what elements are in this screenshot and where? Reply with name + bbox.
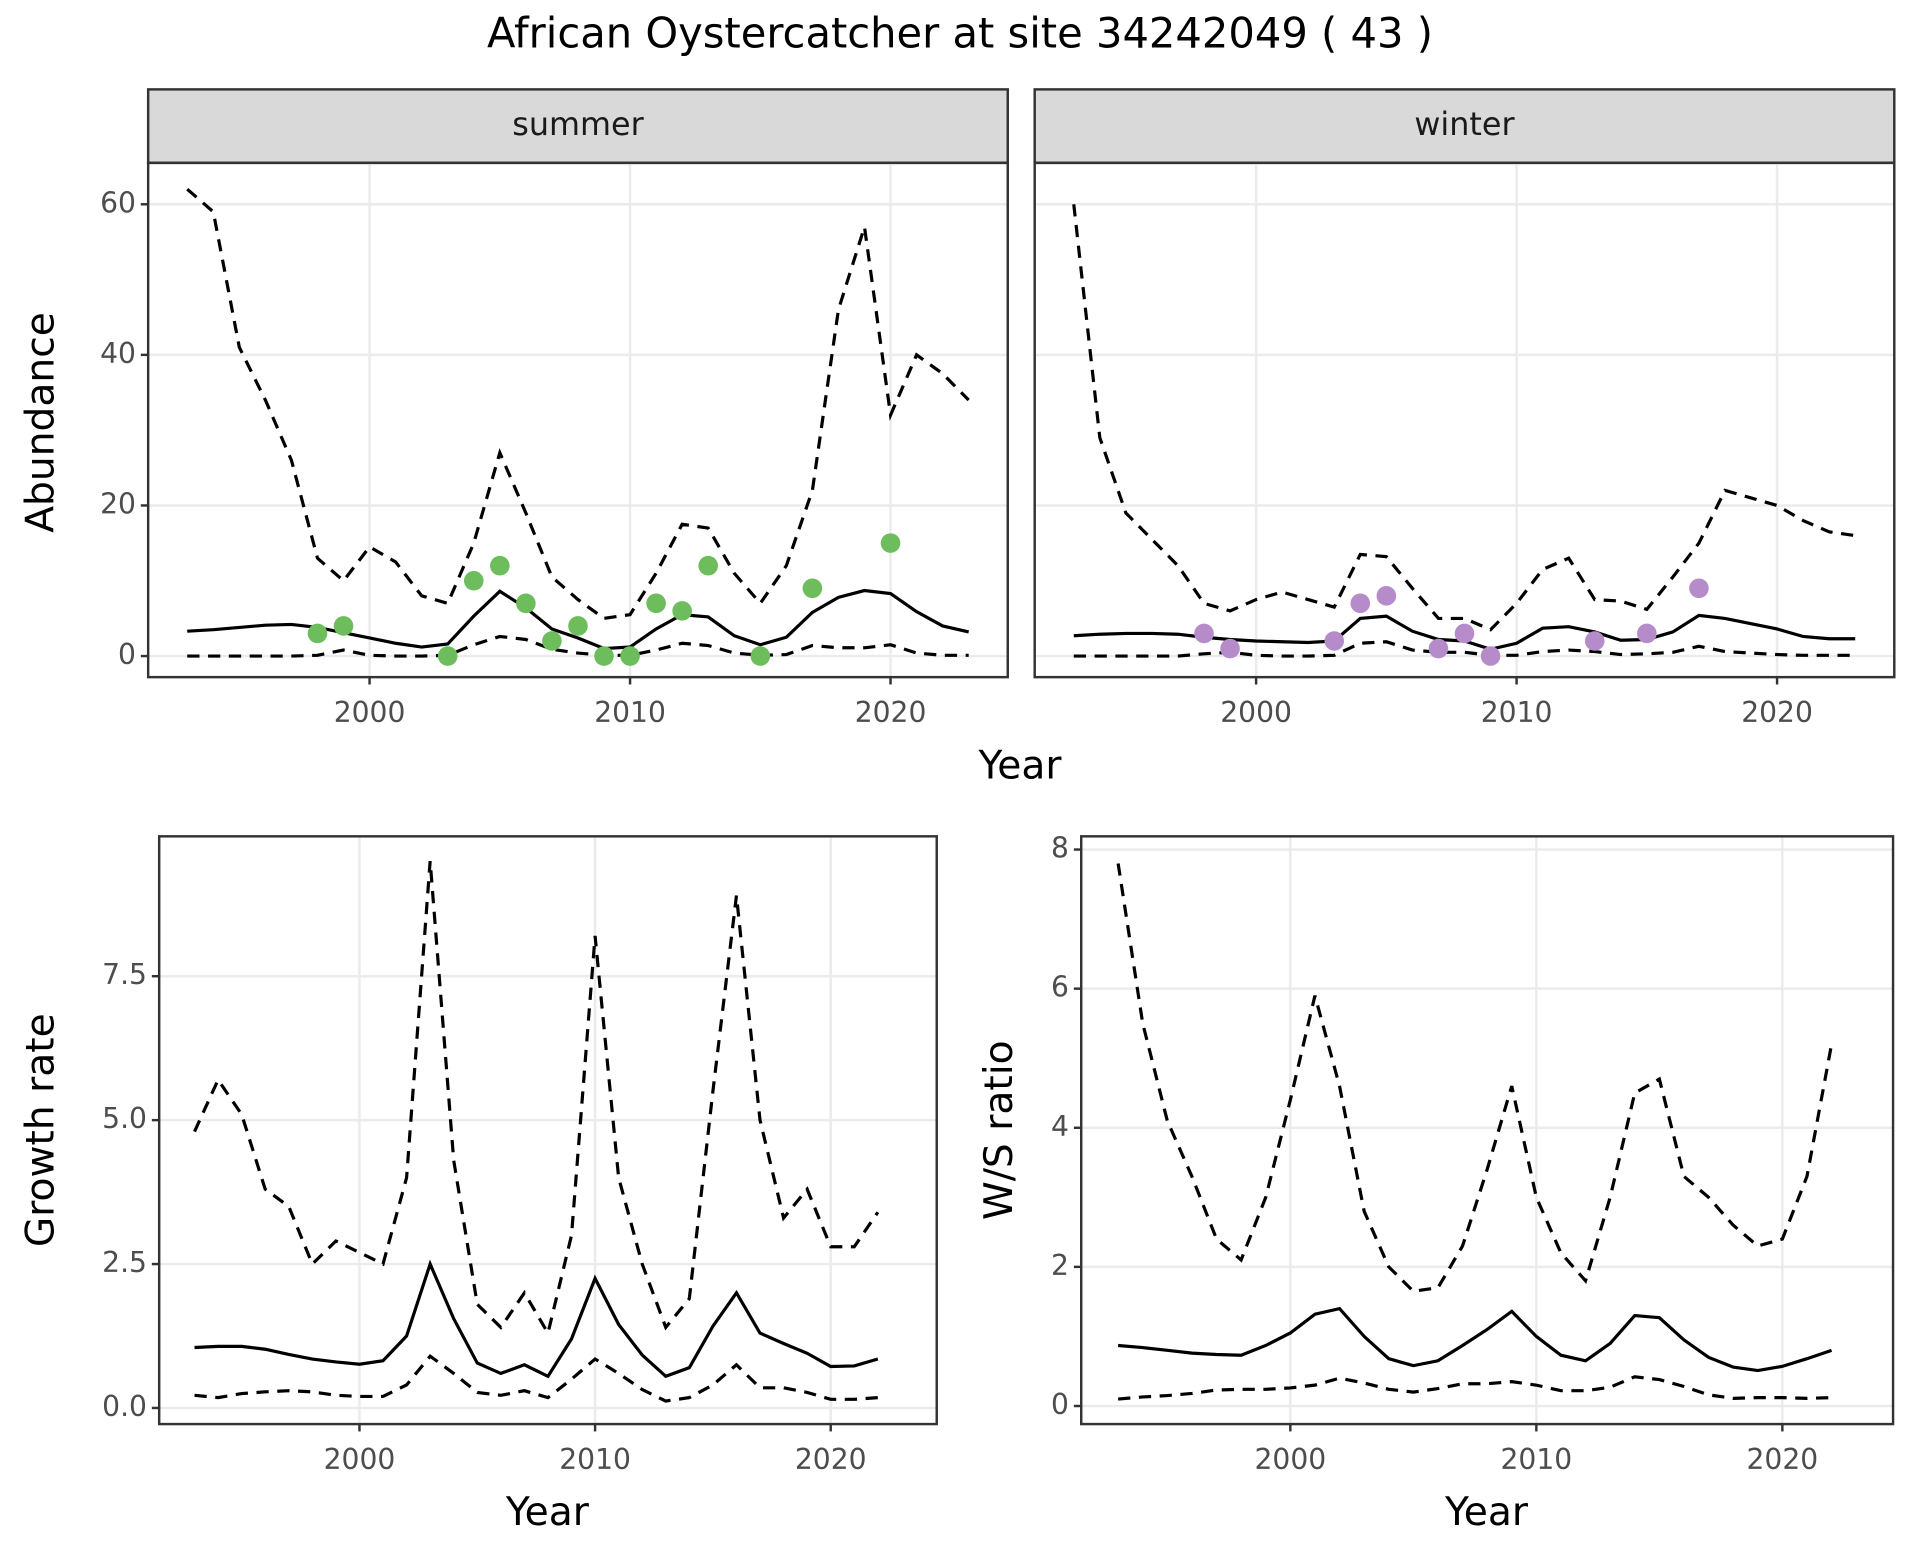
x-tick-label: 2010 <box>1481 696 1553 729</box>
interval-line <box>193 860 880 1338</box>
data-point <box>1324 631 1345 651</box>
y-axis-title: W/S ratio <box>977 1040 1022 1220</box>
x-axis-title: Year <box>978 743 1063 788</box>
data-point <box>1428 638 1449 659</box>
x-axis-title: Year <box>1444 1490 1529 1535</box>
x-tick-label: 2020 <box>1747 1443 1819 1476</box>
x-tick-label: 2020 <box>795 1443 867 1476</box>
data-point <box>333 616 354 636</box>
facet-strip <box>146 88 1009 165</box>
data-point <box>1584 631 1605 651</box>
x-axis-title: Year <box>505 1490 590 1535</box>
data-point <box>1194 623 1214 644</box>
y-tick-label: 20 <box>100 487 136 520</box>
estimate-line <box>194 1259 879 1379</box>
x-tick-label: 2010 <box>559 1443 631 1476</box>
facet-label: winter <box>1414 105 1515 143</box>
panel-border <box>1080 835 1895 1426</box>
y-tick-label: 40 <box>100 337 136 370</box>
x-tick-label: 2020 <box>1741 696 1813 729</box>
y-tick-label: 0 <box>118 638 136 671</box>
data-point <box>1689 578 1709 599</box>
data-point <box>672 601 692 621</box>
y-tick-label: 7.5 <box>102 958 147 991</box>
y-tick-label: 0.0 <box>102 1390 147 1423</box>
data-point <box>646 593 666 614</box>
interval-line <box>186 188 970 621</box>
data-point <box>307 623 328 644</box>
data-point <box>1376 586 1397 606</box>
data-point <box>463 570 484 591</box>
data-point <box>1220 638 1240 659</box>
x-tick-label: 2010 <box>1501 1443 1573 1476</box>
interval-line <box>194 1353 878 1403</box>
data-point <box>1480 646 1501 666</box>
data-point <box>542 631 562 651</box>
data-point <box>698 555 718 576</box>
y-tick-label: 4 <box>1051 1110 1069 1143</box>
data-point <box>437 646 458 666</box>
data-point <box>1350 593 1371 614</box>
interval-line <box>1116 863 1834 1293</box>
x-tick-label: 2000 <box>1255 1443 1327 1476</box>
x-tick-label: 2010 <box>594 696 666 729</box>
data-point <box>750 646 771 666</box>
y-tick-label: 2 <box>1051 1249 1069 1282</box>
data-point <box>490 555 510 576</box>
y-axis-title: Growth rate <box>18 1013 63 1247</box>
y-tick-label: 6 <box>1051 971 1069 1004</box>
data-point <box>516 593 536 614</box>
figure-title: African Oystercatcher at site 34242049 (… <box>487 9 1433 58</box>
y-tick-label: 2.5 <box>102 1246 147 1279</box>
interval-line <box>187 634 969 658</box>
data-point <box>620 646 640 666</box>
y-tick-label: 0 <box>1051 1388 1069 1421</box>
x-tick-label: 2020 <box>855 696 927 729</box>
x-tick-label: 2000 <box>1220 696 1292 729</box>
estimate-line <box>1117 1306 1833 1373</box>
y-tick-label: 8 <box>1051 832 1069 865</box>
x-tick-label: 2000 <box>334 696 406 729</box>
interval-line <box>1117 1375 1832 1401</box>
y-tick-label: 60 <box>100 186 136 219</box>
data-point <box>1637 623 1657 644</box>
data-point <box>568 616 588 636</box>
data-point <box>594 646 614 666</box>
data-point <box>880 533 901 553</box>
data-point <box>802 578 823 599</box>
panel-border <box>1033 161 1896 679</box>
interval-line <box>1072 204 1856 632</box>
data-point <box>1454 623 1475 644</box>
facet-label: summer <box>512 105 644 143</box>
x-tick-label: 2000 <box>324 1443 396 1476</box>
panel-border <box>146 161 1009 679</box>
panel-border <box>157 835 938 1426</box>
y-axis-title: Abundance <box>18 312 63 533</box>
y-tick-label: 5.0 <box>102 1102 147 1135</box>
interval-line <box>1073 640 1856 658</box>
